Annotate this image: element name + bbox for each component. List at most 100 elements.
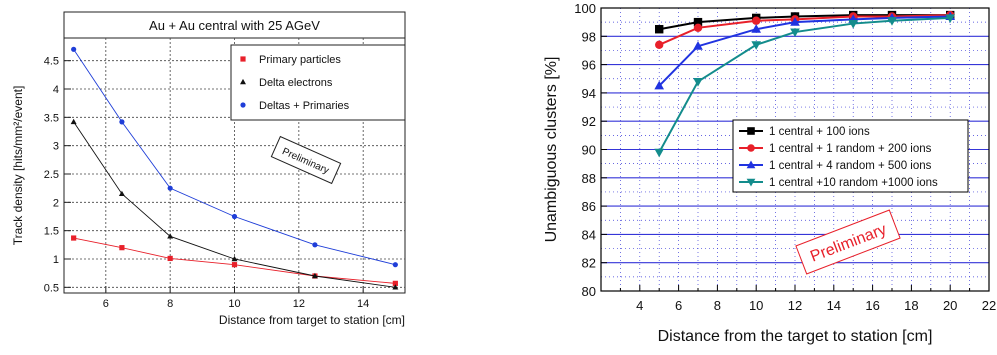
data-point: [118, 190, 125, 197]
x-axis-label: Distance from target to station [cm]: [219, 313, 405, 327]
y-tick-label: 1.5: [44, 226, 59, 238]
y-tick-label: 88: [582, 171, 596, 186]
data-point: [392, 262, 398, 268]
y-tick-label: 4: [53, 84, 59, 96]
right-chart: 4 6 8 10 12 14 16 18 20 22 80 82 84 86 88 90 92 94 96 98 100…: [543, 1, 996, 345]
data-point: [167, 255, 173, 262]
y-tick-label: 96: [582, 58, 596, 73]
data-point: [751, 24, 762, 33]
legend-marker: [747, 127, 755, 135]
y-tick-label: 2: [53, 197, 59, 209]
y-tick-label: 90: [582, 143, 596, 158]
preliminary-box: [270, 135, 342, 185]
legend-label: 1 central + 100 ions: [769, 126, 870, 138]
data-point: [848, 19, 859, 29]
y-tick-label: 100: [574, 1, 596, 16]
data-point: [71, 235, 77, 241]
data-point: [887, 17, 897, 26]
data-point: [231, 213, 238, 220]
data-point: [70, 118, 77, 125]
series-line: [73, 49, 396, 266]
data-point: [312, 242, 318, 248]
x-tick-label: 12: [788, 298, 802, 313]
legend-marker: [240, 102, 246, 108]
y-tick-label: 3.5: [44, 112, 59, 124]
x-tick-label: 6: [675, 298, 682, 313]
data-point: [654, 80, 665, 90]
x-tick-label: 14: [357, 298, 369, 310]
legend-label: 1 central +10 random +1000 ions: [769, 177, 938, 189]
series-line: [73, 121, 396, 288]
legend: Primary particles Delta electrons Deltas +…: [230, 44, 406, 121]
legend-box: [732, 119, 969, 193]
data-point: [655, 25, 664, 34]
data-point: [119, 119, 125, 125]
x-tick-label: 10: [749, 298, 763, 313]
y-tick-label: 1: [53, 254, 59, 266]
y-axis-label: Track density [hits/mm²/event]: [11, 86, 25, 246]
chart-title: Au + Au central with 25 AGeV: [149, 18, 320, 33]
y-tick-label: 84: [582, 227, 596, 242]
data-point: [119, 245, 125, 251]
x-tick-label: 22: [982, 298, 996, 313]
series-3: [71, 46, 398, 268]
data-point: [167, 185, 173, 191]
x-tick-label: 4: [636, 298, 643, 313]
preliminary-box: [795, 209, 901, 275]
data-point: [392, 280, 398, 286]
y-tick-label: 82: [582, 256, 596, 271]
legend-label: 1 central + 1 random + 200 ions: [769, 143, 932, 155]
series-line: [73, 237, 396, 284]
data-point: [693, 78, 703, 87]
series-4: [654, 14, 956, 158]
legend-marker: [746, 178, 756, 187]
legend-label: Deltas + Primaries: [259, 100, 350, 112]
y-tick-label: 92: [582, 114, 596, 129]
data-point: [311, 272, 318, 279]
x-tick-label: 18: [904, 298, 918, 313]
data-point: [693, 41, 703, 50]
legend-label: Delta electrons: [259, 77, 333, 89]
data-point: [231, 262, 238, 268]
x-tick-label: 10: [228, 298, 240, 310]
x-tick-label: 14: [827, 298, 841, 313]
x-tick-label: 6: [103, 298, 109, 310]
legend-label: Primary particles: [259, 54, 341, 66]
y-tick-label: 94: [582, 86, 596, 101]
x-axis-label: Distance from the target to station [cm]: [658, 328, 933, 345]
y-axis-label: Unambiguous clusters [%]: [543, 57, 560, 243]
y-tick-label: 98: [582, 29, 596, 44]
data-point: [392, 284, 399, 290]
data-point: [945, 14, 956, 23]
x-tick-label: 16: [865, 298, 879, 313]
y-tick-label: 4.5: [44, 56, 59, 68]
data-point: [231, 255, 238, 262]
chart-title-box: [63, 11, 406, 39]
x-tick-label: 12: [293, 298, 305, 310]
legend-marker: [240, 56, 246, 62]
data-point: [751, 41, 762, 50]
x-tick-label: 8: [167, 298, 173, 310]
series-2: [70, 118, 399, 290]
data-point: [790, 28, 800, 38]
legend-box: [230, 44, 406, 121]
y-tick-label: 2.5: [44, 169, 59, 181]
data-point: [693, 17, 703, 27]
data-point: [654, 148, 665, 158]
data-point: [790, 17, 800, 26]
x-tick-label: 8: [714, 298, 721, 313]
y-tick-label: 80: [582, 284, 596, 299]
x-tick-label: 20: [943, 298, 957, 313]
legend-marker: [747, 144, 755, 152]
y-tick-label: 3: [53, 141, 59, 153]
legend-marker: [746, 160, 756, 169]
data-point: [655, 40, 664, 49]
data-point: [167, 233, 174, 239]
y-tick-label: 0.5: [44, 282, 59, 294]
legend: 1 central + 100 ions 1 central + 1 random…: [732, 119, 969, 193]
y-tick-label: 86: [582, 199, 596, 214]
data-point: [693, 23, 703, 33]
